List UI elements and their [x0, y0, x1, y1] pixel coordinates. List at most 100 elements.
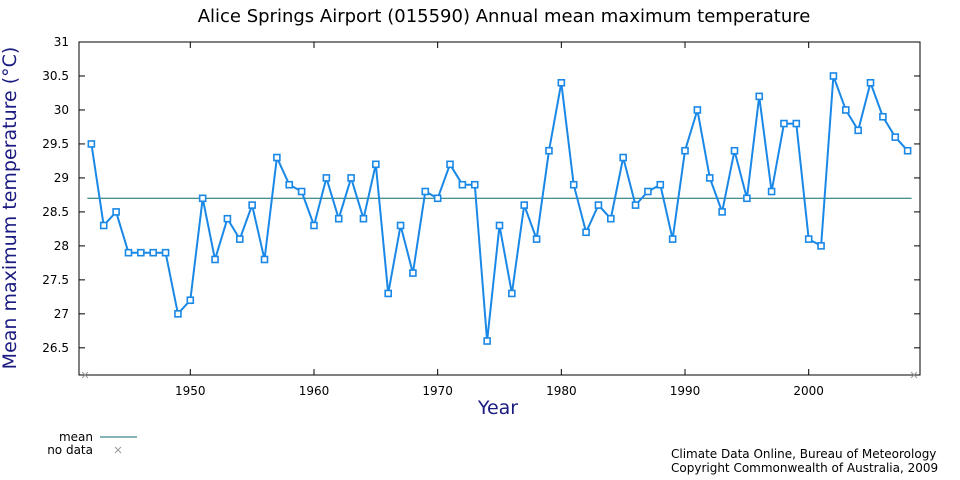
data-point [631, 201, 640, 209]
no-data-marker [910, 371, 918, 379]
data-point [458, 180, 467, 189]
data-point [792, 119, 801, 128]
legend: mean no data [47, 430, 137, 457]
plot-frame [78, 41, 921, 376]
x-tick-label: 1970 [422, 384, 453, 398]
legend-mean-label: mean [59, 430, 93, 444]
data-point [879, 112, 887, 121]
x-tick-label: 1960 [299, 384, 330, 398]
data-point [508, 289, 516, 298]
data-point [854, 126, 862, 135]
data-point [483, 337, 491, 345]
data-point [656, 180, 665, 189]
x-tick-label: 1950 [175, 384, 206, 398]
y-tick-label: 26.5 [42, 341, 69, 355]
data-point [470, 180, 479, 189]
data-point [780, 119, 788, 128]
data-point [619, 153, 627, 162]
data-point [112, 208, 120, 216]
data-point [817, 242, 825, 250]
data-point [235, 235, 244, 243]
data-point [520, 201, 529, 209]
data-point [396, 221, 405, 230]
data-point [174, 310, 182, 318]
data-point [359, 214, 368, 223]
x-tick-label: 1980 [546, 384, 577, 398]
data-point [409, 269, 417, 277]
data-point [495, 221, 504, 230]
y-tick-label: 29.5 [42, 137, 69, 151]
data-point [149, 248, 158, 257]
data-point [903, 146, 912, 155]
y-tick-label: 30.5 [42, 69, 69, 83]
data-point [866, 78, 875, 87]
no-data-marker [81, 371, 89, 379]
data-point [644, 187, 652, 196]
data-point [421, 187, 430, 196]
data-point [668, 235, 677, 243]
data-point [433, 194, 442, 203]
data-point [198, 194, 207, 203]
data-point [273, 153, 281, 162]
y-tick-label: 27.5 [42, 273, 69, 287]
data-point [841, 106, 850, 114]
x-axis-label: Year [477, 397, 518, 419]
data-point [755, 92, 764, 101]
data-point [607, 214, 615, 223]
data-point [582, 228, 590, 237]
y-tick-label: 28.5 [42, 205, 69, 219]
data-point [248, 201, 256, 209]
credit-line-2: Copyright Commonwealth of Australia, 200… [671, 461, 938, 475]
data-point [557, 78, 566, 87]
data-point [545, 146, 553, 155]
data-point [124, 248, 133, 257]
data-point [137, 248, 145, 257]
data-point [767, 187, 776, 196]
y-axis-label: Mean maximum temperature (°C) [0, 47, 21, 370]
data-point [297, 187, 306, 196]
y-tick-label: 27 [54, 307, 69, 321]
y-tick-label: 30 [54, 103, 69, 117]
series-line [90, 75, 909, 342]
data-point [681, 146, 689, 155]
credit-line-1: Climate Data Online, Bureau of Meteorolo… [671, 447, 936, 461]
data-point [161, 248, 170, 257]
data-point [829, 72, 838, 80]
y-tick-label: 29 [54, 171, 69, 185]
data-point [87, 140, 96, 148]
data-point [310, 221, 318, 230]
data-point [718, 208, 726, 216]
x-tick-label: 2000 [793, 384, 824, 398]
data-point [260, 255, 269, 264]
data-point [532, 235, 541, 243]
data-point [285, 180, 294, 189]
y-axis: 26.5 27 27.5 28 28.5 29 29.5 30 30.5 31 [42, 35, 920, 355]
data-point [372, 160, 380, 169]
data-point [891, 133, 900, 141]
y-tick-label: 28 [54, 239, 69, 253]
data-point [569, 180, 578, 189]
y-tick-label: 31 [54, 35, 69, 49]
data-point [322, 174, 331, 182]
data-point [186, 296, 195, 305]
data-point [347, 174, 355, 182]
data-point [804, 235, 813, 243]
x-axis: 1950 1960 1970 1980 1990 2000 [175, 42, 824, 398]
data-point [743, 194, 751, 203]
data-point [99, 221, 108, 230]
x-tick-label: 1990 [670, 384, 701, 398]
chart-title: Alice Springs Airport (015590) Annual me… [198, 6, 811, 27]
data-point [384, 289, 392, 298]
data-point [730, 146, 739, 155]
data-point [705, 174, 714, 182]
data-point [211, 255, 219, 264]
plot-area [78, 41, 921, 376]
no-data-markers [81, 371, 918, 379]
legend-nodata-swatch [114, 446, 122, 454]
data-point [594, 201, 603, 209]
data-point [223, 214, 232, 223]
data-point [693, 106, 702, 114]
legend-nodata-glyph [114, 446, 122, 454]
data-points [87, 72, 912, 345]
